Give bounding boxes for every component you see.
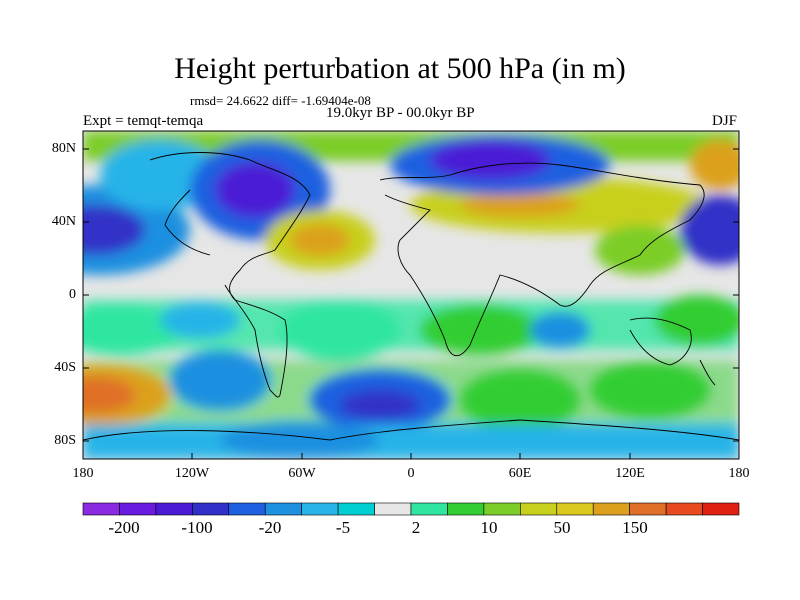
lon-label-180w: 180 <box>72 466 94 481</box>
lat-label-0: 0 <box>69 287 76 302</box>
colorbar-label: 150 <box>622 518 648 537</box>
colorbar-swatch <box>410 502 448 516</box>
colorbar-label: -100 <box>181 518 213 537</box>
colorbar-swatch <box>82 502 120 516</box>
colorbar-swatch <box>374 502 412 516</box>
season-label: DJF <box>712 113 738 129</box>
colorbar-swatch <box>702 502 740 516</box>
lon-label-0: 0 <box>407 466 415 481</box>
colorbar-label: 50 <box>553 518 571 537</box>
colorbar-swatch <box>447 502 485 516</box>
lat-label-40s: 40S <box>54 360 76 375</box>
colorbar-swatch <box>337 502 375 516</box>
colorbar-label: -5 <box>335 518 351 537</box>
axis-ticks <box>83 148 739 459</box>
lat-label-80s: 80S <box>54 433 76 448</box>
colorbar-swatch <box>665 502 703 516</box>
colorbar-swatch <box>119 502 157 516</box>
lon-label-60w: 60W <box>288 466 316 481</box>
lon-label-120e: 120E <box>615 466 645 481</box>
contour-field <box>83 131 739 459</box>
lon-label-180e: 180 <box>728 466 750 481</box>
colorbar-swatch <box>592 502 630 516</box>
lon-label-120w: 120W <box>174 466 210 481</box>
stats-line: rmsd= 24.6622 diff= -1.69404e-08 <box>190 93 371 108</box>
colorbar-swatch <box>228 502 266 516</box>
coastlines <box>83 152 739 441</box>
period-label: 19.0kyr BP - 00.0kyr BP <box>326 105 475 121</box>
colorbar-label: 10 <box>480 518 498 537</box>
colorbar-swatch <box>192 502 230 516</box>
colorbar-swatch <box>556 502 594 516</box>
colorbar-swatch <box>483 502 521 516</box>
colorbar-label: -200 <box>108 518 140 537</box>
colorbar-swatch <box>264 502 302 516</box>
lon-label-60e: 60E <box>508 466 532 481</box>
colorbar <box>82 502 740 516</box>
lat-label-40n: 40N <box>51 214 76 229</box>
colorbar-swatch <box>301 502 339 516</box>
map-title: Height perturbation at 500 hPa (in m) <box>174 52 626 85</box>
colorbar-swatch <box>520 502 558 516</box>
colorbar-swatch <box>629 502 667 516</box>
colorbar-label: -20 <box>258 518 282 537</box>
colorbar-swatch <box>155 502 193 516</box>
lat-label-80n: 80N <box>51 141 76 156</box>
experiment-label: Expt = temqt-temqa <box>83 113 204 129</box>
colorbar-label: 2 <box>411 518 421 537</box>
